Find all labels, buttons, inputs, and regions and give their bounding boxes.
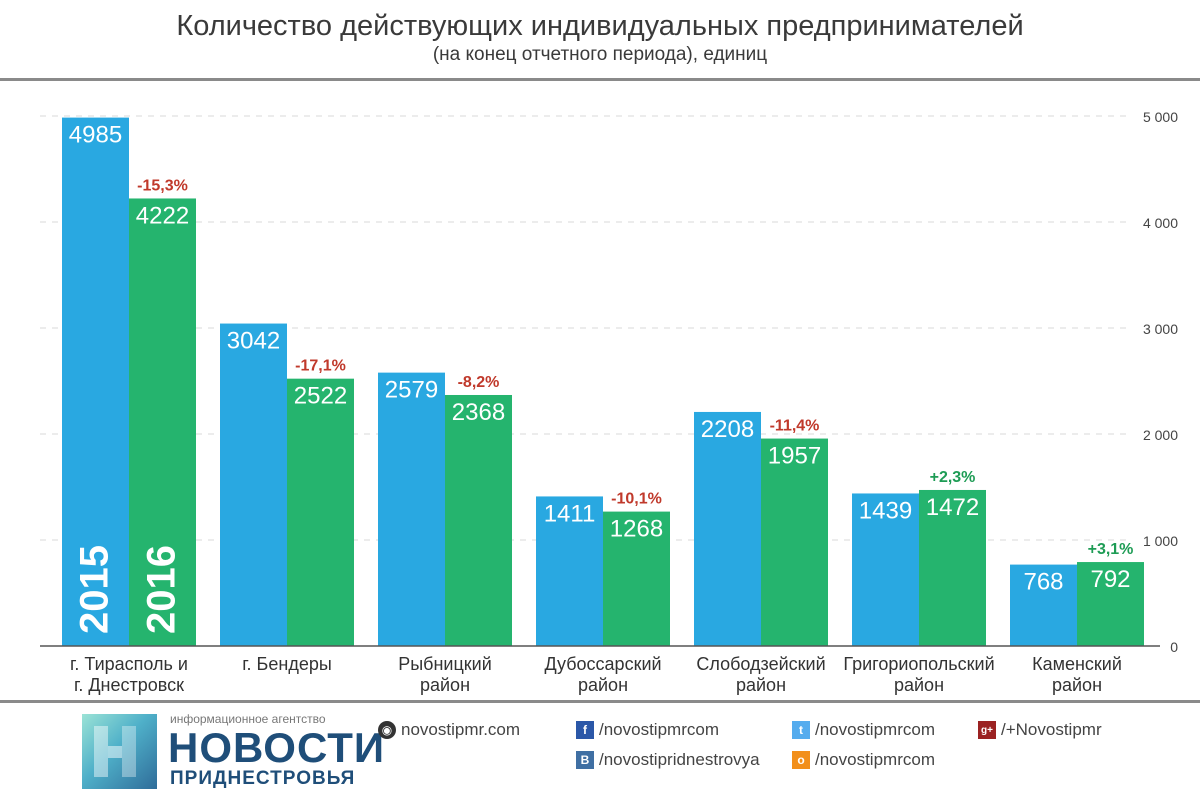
bar-2015 (1010, 564, 1077, 646)
bar-value-label: 1472 (926, 494, 979, 521)
bar-2015 (536, 496, 603, 646)
bar-value-label: 3042 (227, 328, 280, 355)
bar-value-label: 2522 (294, 383, 347, 410)
chart-title: Количество действующих индивидуальных пр… (176, 10, 1024, 42)
facebook-icon: f (576, 721, 594, 739)
change-label: +2,3% (930, 469, 976, 486)
facebook-link[interactable]: f /novostipmrcom (576, 720, 719, 740)
y-tick-label: 5 000 (1143, 109, 1178, 125)
bars (62, 117, 1144, 647)
bar-value-label: 1957 (768, 443, 821, 470)
vk-icon: B (576, 751, 594, 769)
twitter-icon: t (792, 721, 810, 739)
change-label: -8,2% (458, 374, 500, 391)
bar-chart: 4985 4222 -15,3% 3042 2522 -17,1% 2579 2368 -8,2… (40, 109, 1178, 695)
googleplus-link[interactable]: g+ /+Novostipmr (978, 720, 1102, 740)
category-label: г. Бендеры (242, 654, 332, 674)
y-tick-label: 2 000 (1143, 427, 1178, 443)
twitter-link-text: /novostipmrcom (815, 720, 935, 739)
chart-subtitle: (на конец отчетного периода), единиц (432, 44, 768, 65)
change-label: -10,1% (611, 491, 662, 508)
footer: информационное агентство НОВОСТИ ПРИДНЕС… (0, 708, 1200, 800)
category-label: Каменский (1032, 654, 1122, 674)
odnoklassniki-link[interactable]: o /novostipmrcom (792, 750, 935, 770)
site-link[interactable]: ◉ novostipmr.com (378, 720, 520, 740)
bar-2016 (445, 394, 512, 646)
bar-value-label: 1268 (610, 516, 663, 543)
globe-icon: ◉ (378, 721, 396, 739)
category-label: Дубоссарский (544, 654, 661, 674)
googleplus-icon: g+ (978, 721, 996, 739)
y-tick-label: 1 000 (1143, 533, 1178, 549)
bar-2016 (761, 438, 828, 646)
bar-2015 (852, 493, 919, 646)
change-label: -11,4% (770, 418, 820, 435)
agency-name: НОВОСТИ (168, 724, 386, 771)
category-label: район (578, 675, 628, 695)
category-label: Рыбницкий (398, 654, 492, 674)
bar-2016 (919, 489, 986, 646)
bottom-divider (0, 700, 1200, 703)
category-label: Григориопольский (843, 654, 994, 674)
category-label: район (736, 675, 786, 695)
bar-value-label: 768 (1023, 569, 1063, 596)
series-year-label: 2016 (140, 545, 184, 634)
category-label: район (1052, 675, 1102, 695)
y-tick-label: 0 (1170, 639, 1178, 655)
agency-tagline: информационное агентство (170, 712, 326, 726)
category-label: г. Днестровск (74, 675, 184, 695)
agency-logo (82, 714, 157, 789)
bar-value-label: 4985 (69, 122, 122, 149)
bar-value-label: 1411 (544, 500, 596, 527)
bar-2016 (1077, 562, 1144, 646)
change-label: -17,1% (295, 358, 346, 375)
bar-value-label: 2579 (385, 377, 438, 404)
odnoklassniki-icon: o (792, 751, 810, 769)
y-tick-label: 4 000 (1143, 215, 1178, 231)
twitter-link[interactable]: t /novostipmrcom (792, 720, 935, 740)
bar-2015 (378, 372, 445, 646)
bar-2015 (62, 117, 129, 647)
googleplus-link-text: /+Novostipmr (1001, 720, 1102, 739)
bar-value-label: 2368 (452, 399, 505, 426)
data-labels: 4985 4222 -15,3% 3042 2522 -17,1% 2579 2368 -8,2… (69, 122, 1134, 634)
category-label: район (894, 675, 944, 695)
bar-2015 (220, 323, 287, 646)
bar-value-label: 2208 (701, 416, 754, 443)
bar-2016 (129, 198, 196, 646)
category-label: г. Тирасполь и (70, 654, 188, 674)
site-link-text: novostipmr.com (401, 720, 521, 739)
axes: 0 1 000 2 000 3 000 4 000 5 000 г. Тирасполь и… (40, 109, 1178, 695)
top-divider (0, 78, 1200, 81)
bar-2015 (694, 411, 761, 646)
series-year-label: 2015 (73, 545, 117, 634)
vk-link[interactable]: B /novostipridnestrovya (576, 750, 760, 770)
change-label: +3,1% (1088, 541, 1134, 558)
odnoklassniki-link-text: /novostipmrcom (815, 750, 935, 769)
facebook-link-text: /novostipmrcom (599, 720, 719, 739)
y-tick-label: 3 000 (1143, 321, 1178, 337)
change-label: -15,3% (137, 177, 188, 194)
bar-2016 (287, 378, 354, 646)
bar-value-label: 4222 (136, 202, 189, 229)
agency-subname: ПРИДНЕСТРОВЬЯ (170, 768, 356, 789)
category-label: Слободзейский (696, 654, 825, 674)
bar-2016 (603, 511, 670, 646)
vk-link-text: /novostipridnestrovya (599, 750, 760, 769)
bar-value-label: 792 (1090, 566, 1130, 593)
bar-value-label: 1439 (859, 497, 912, 524)
category-label: район (420, 675, 470, 695)
